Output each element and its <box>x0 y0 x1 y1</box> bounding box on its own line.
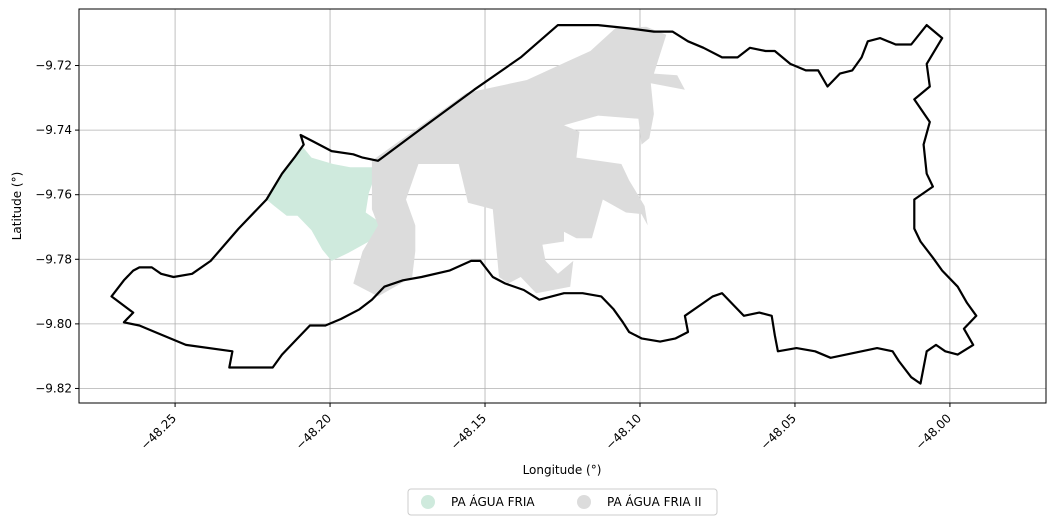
x-tick-label-4: −48.05 <box>758 411 799 452</box>
municipal-boundary <box>110 24 978 385</box>
y-axis-title: Latitude (°) <box>10 172 24 241</box>
y-tick-label-4: −9.80 <box>35 317 72 331</box>
boundary-outline <box>110 24 978 385</box>
legend-label-pa-agua-fria: PA ÁGUA FRIA <box>451 494 535 509</box>
y-tick-label-5: −9.82 <box>35 381 72 395</box>
y-tick-label-2: −9.76 <box>35 188 72 202</box>
x-tick-label-0: −48.25 <box>138 411 179 452</box>
legend-marker-pa-agua-fria-ii <box>577 495 591 509</box>
legend-label-pa-agua-fria-ii: PA ÁGUA FRIA II <box>607 494 701 509</box>
area-pa-agua-fria <box>266 146 385 261</box>
area-pa-agua-fria-ii <box>353 26 685 297</box>
y-tick-label-1: −9.74 <box>35 123 72 137</box>
x-axis-title: Longitude (°) <box>523 463 602 477</box>
x-axis-ticks: −48.25 −48.20 −48.15 −48.10 −48.05 −48.00 <box>138 403 954 453</box>
legend-frame <box>407 488 718 516</box>
y-axis-ticks: −9.72 −9.74 −9.76 −9.78 −9.80 −9.82 <box>35 59 79 395</box>
y-tick-label-3: −9.78 <box>35 252 72 266</box>
legend: PA ÁGUA FRIA PA ÁGUA FRIA II <box>407 488 718 516</box>
x-tick-label-2: −48.15 <box>448 411 489 452</box>
x-tick-label-1: −48.20 <box>293 411 334 452</box>
plot-frame <box>78 8 1047 404</box>
y-tick-label-0: −9.72 <box>35 59 72 73</box>
legend-marker-pa-agua-fria <box>421 495 435 509</box>
area-polygons <box>266 26 685 297</box>
x-tick-label-3: −48.10 <box>603 411 644 452</box>
x-tick-label-5: −48.00 <box>913 411 954 452</box>
